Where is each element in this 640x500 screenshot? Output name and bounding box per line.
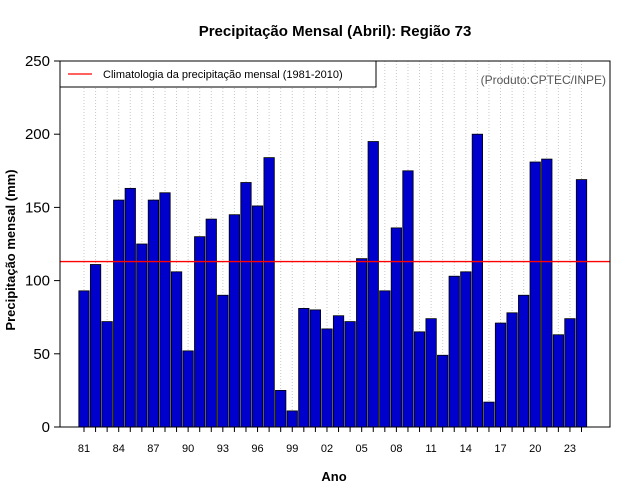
bar-03 (332, 315, 345, 428)
x-tick-label-87: 87 (147, 443, 159, 455)
y-tick-label-250: 250 (25, 53, 50, 70)
x-tick-label-05: 05 (356, 443, 368, 455)
x-tick-label-17: 17 (494, 443, 506, 455)
bar-22 (552, 334, 564, 428)
x-tick-label-99: 99 (286, 443, 298, 455)
bar-04 (344, 321, 356, 428)
bar-93 (217, 294, 229, 428)
bar-01 (309, 309, 322, 428)
bar-15 (471, 133, 483, 428)
x-tick-label-08: 08 (390, 443, 402, 455)
bar-86 (136, 243, 148, 428)
bar-90 (182, 350, 194, 428)
bar-20 (529, 161, 541, 428)
y-tick-label-0: 0 (42, 419, 50, 436)
bar-06 (367, 141, 379, 428)
bar-89 (170, 271, 183, 428)
x-tick-label-11: 11 (425, 443, 436, 455)
bar-14 (460, 271, 472, 428)
bar-series (78, 133, 588, 428)
bar-09 (402, 170, 414, 428)
bar-00 (298, 308, 310, 428)
bar-11 (425, 318, 437, 428)
bar-16 (483, 401, 495, 428)
legend-label: Climatologia da precipitação mensal (198… (103, 69, 343, 81)
bar-10 (413, 331, 426, 428)
bar-07 (379, 290, 391, 428)
legend-box (59, 60, 377, 88)
y-axis-title: Precipitação mensal (mm) (3, 169, 18, 330)
x-tick-label-93: 93 (217, 443, 229, 455)
bar-85 (124, 187, 136, 428)
bar-17 (494, 322, 507, 428)
bar-21 (541, 158, 553, 428)
credit-text: (Produto:CPTEC/INPE) (481, 73, 606, 87)
y-tick-label-100: 100 (25, 273, 50, 290)
bar-05 (356, 258, 368, 428)
x-axis-title: Ano (321, 469, 346, 484)
bar-08 (390, 227, 402, 428)
x-axis: 81 84 87 90 93 96 99 02 05 08 11 14 17 20 23 (78, 427, 583, 455)
bar-95 (240, 182, 252, 428)
x-tick-label-14: 14 (460, 443, 472, 455)
bar-18 (506, 312, 518, 428)
y-tick-label-200: 200 (25, 126, 50, 143)
bar-82 (89, 264, 102, 428)
bar-13 (448, 275, 460, 428)
legend: Climatologia da precipitação mensal (198… (59, 60, 377, 88)
bar-02 (321, 328, 333, 428)
y-tick-label-50: 50 (33, 346, 50, 363)
x-tick-label-84: 84 (113, 443, 125, 455)
x-tick-label-02: 02 (321, 443, 333, 455)
bar-97 (263, 157, 275, 428)
y-axis: 0 50 100 150 200 250 (25, 53, 60, 436)
bar-19 (518, 294, 530, 428)
bar-84 (113, 199, 125, 428)
bar-87 (147, 199, 160, 428)
bar-23 (564, 318, 576, 428)
bar-92 (205, 218, 217, 428)
bar-91 (194, 236, 206, 428)
bar-98 (275, 389, 287, 428)
bar-94 (228, 214, 241, 428)
bar-88 (159, 192, 171, 428)
bar-96 (251, 205, 264, 428)
x-tick-label-90: 90 (182, 443, 194, 455)
y-tick-label-150: 150 (25, 199, 50, 216)
bar-99 (286, 410, 298, 428)
bar-24 (575, 179, 588, 428)
bar-81 (78, 290, 90, 428)
bar-83 (101, 321, 113, 428)
x-tick-label-96: 96 (251, 443, 263, 455)
chart-title: Precipitação Mensal (Abril): Região 73 (199, 23, 472, 40)
x-tick-label-20: 20 (529, 443, 541, 455)
x-tick-label-81: 81 (78, 443, 90, 455)
x-tick-label-23: 23 (564, 443, 576, 455)
bar-12 (437, 354, 449, 428)
